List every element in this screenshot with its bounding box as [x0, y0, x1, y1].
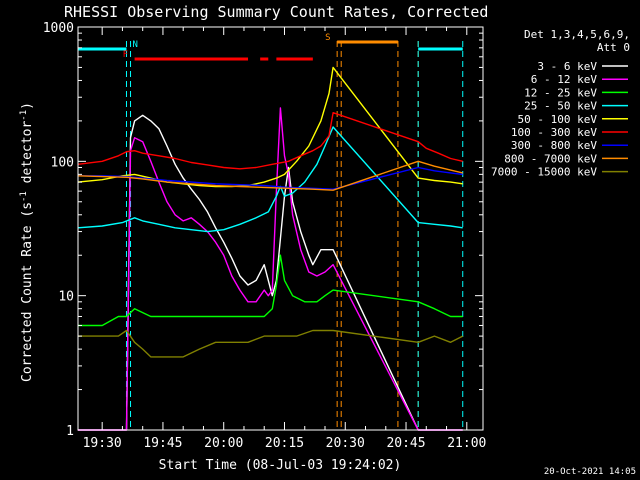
y-axis-label: Corrected Count Rate (s-1 detector-1): [19, 102, 35, 382]
x-tick-label-2: 20:00: [204, 436, 243, 451]
y-tick-label-2: 100: [51, 155, 74, 170]
x-axis-label: Start Time (08-Jul-03 19:24:02): [159, 458, 402, 473]
y-label-sup-2: -1: [19, 110, 29, 121]
flag-label-n: N: [132, 40, 137, 50]
legend-label-6-12-kev: 6 - 12 keV: [531, 73, 598, 86]
plot-frame: [77, 26, 484, 431]
legend-header-line-1: Det 1,3,4,5,6,9,: [524, 28, 630, 41]
y-label-sup-1: -1: [19, 191, 29, 202]
flag-label-s: S: [325, 33, 330, 43]
x-tick-label-4: 20:30: [326, 436, 365, 451]
x-tick-label-6: 21:00: [447, 436, 486, 451]
axis-ticks: 1 10 100 1000 19:30 19:45 20:00 20:15 20:30 20:45…: [43, 21, 487, 451]
y-label-part-1: Corrected Count Rate (s: [20, 202, 35, 382]
footer-date: 20-Oct-2021 14:05: [544, 467, 636, 477]
chart-title: RHESSI Observing Summary Count Rates, Co…: [64, 3, 488, 21]
series-line-7000-15000-kev: [77, 329, 464, 358]
series-line-100-300-kev: [77, 112, 463, 170]
legend-label-800-7000-kev: 800 - 7000 keV: [504, 152, 597, 165]
x-tick-label-0: 19:30: [83, 436, 122, 451]
legend-label-50-100-kev: 50 - 100 keV: [518, 113, 598, 126]
legend-label-3-6-kev: 3 - 6 keV: [537, 60, 597, 73]
legend-label-25-50-kev: 25 - 50 keV: [524, 100, 597, 113]
series-line-6-12-kev: [77, 107, 463, 431]
series-line-300-800-kev: [77, 166, 463, 190]
flag-bars: NF S: [77, 33, 463, 61]
y-tick-label-3: 1000: [43, 21, 74, 36]
x-tick-label-5: 20:45: [386, 436, 425, 451]
y-label-part-2: detector: [20, 121, 35, 192]
x-tick-label-3: 20:15: [265, 436, 304, 451]
gap-markers: [125, 41, 464, 430]
flag-label-f: F: [123, 50, 128, 60]
series-line-25-50-kev: [77, 126, 463, 233]
y-tick-label-0: 1: [66, 424, 74, 439]
series-line-12-25-kev: [77, 254, 463, 327]
y-tick-label-1: 10: [58, 290, 74, 305]
legend-label-100-300-kev: 100 - 300 keV: [511, 126, 597, 139]
legend-label-12-25-kev: 12 - 25 keV: [524, 86, 597, 99]
series-line-50-100-kev: [77, 66, 463, 188]
series-lines: [77, 66, 464, 431]
series-line-800-7000-kev: [77, 160, 463, 191]
x-tick-label-1: 19:45: [143, 436, 182, 451]
legend-label-300-800-kev: 300 - 800 keV: [511, 139, 597, 152]
series-line-3-6-kev: [77, 114, 463, 431]
legend-header-line-2: Att 0: [597, 41, 630, 54]
y-label-part-3: ): [20, 102, 35, 110]
legend-label-7000-15000-kev: 7000 - 15000 keV: [491, 166, 597, 179]
